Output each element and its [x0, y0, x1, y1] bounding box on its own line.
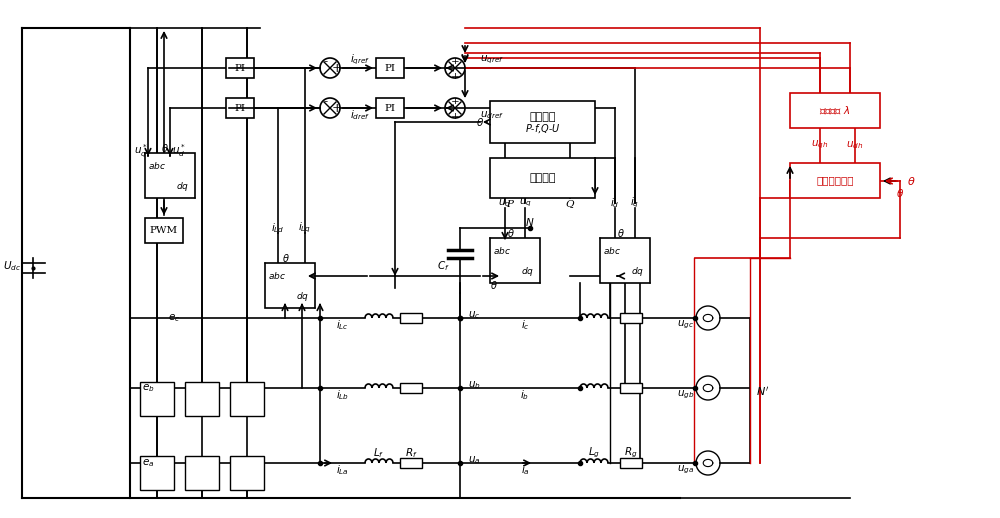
Text: $u_d^*$: $u_d^*$ — [172, 142, 186, 160]
Text: $i_{Ld}$: $i_{Ld}$ — [271, 221, 285, 235]
Text: $u_{gc}$: $u_{gc}$ — [677, 319, 694, 331]
Text: $C_f$: $C_f$ — [437, 259, 450, 273]
Bar — [376, 58, 404, 78]
Text: $u_a$: $u_a$ — [468, 454, 481, 466]
Text: PWM: PWM — [150, 226, 178, 235]
Text: $\theta$: $\theta$ — [507, 227, 515, 239]
Text: $i_{Lq}$: $i_{Lq}$ — [298, 221, 312, 235]
Bar — [140, 382, 174, 416]
Text: $u_{dref}$: $u_{dref}$ — [480, 109, 504, 121]
Bar — [265, 263, 315, 308]
Bar — [620, 458, 642, 468]
Text: +: + — [451, 96, 459, 106]
Text: $i_q$: $i_q$ — [630, 196, 640, 210]
Text: $u_{gb}$: $u_{gb}$ — [677, 389, 694, 401]
Text: +: + — [451, 56, 459, 65]
Bar — [185, 382, 219, 416]
Text: P: P — [507, 199, 514, 209]
Text: -: - — [324, 95, 328, 108]
Bar — [490, 101, 595, 143]
Text: $i_b$: $i_b$ — [520, 388, 530, 402]
Text: +: + — [451, 111, 459, 121]
Bar — [230, 456, 264, 490]
Text: $u_{dh}$: $u_{dh}$ — [846, 139, 864, 151]
Text: $dq$: $dq$ — [631, 265, 645, 278]
Text: PI: PI — [384, 104, 396, 112]
Text: $\theta$: $\theta$ — [490, 279, 498, 291]
Text: $u_b$: $u_b$ — [468, 379, 481, 391]
Text: $N'$: $N'$ — [756, 384, 769, 397]
Bar — [226, 58, 254, 78]
Text: $R_f$: $R_f$ — [405, 446, 417, 460]
Text: $P$-$f$,$Q$-$U$: $P$-$f$,$Q$-$U$ — [525, 123, 560, 135]
Text: $dq$: $dq$ — [176, 180, 190, 193]
Bar — [620, 313, 642, 323]
Bar — [790, 93, 880, 128]
Text: PI: PI — [234, 64, 246, 73]
Bar — [400, 458, 422, 468]
Text: $i_{Lc}$: $i_{Lc}$ — [336, 318, 349, 332]
Text: $\theta$: $\theta$ — [282, 252, 290, 264]
Text: $i_a$: $i_a$ — [521, 463, 529, 477]
Text: $u_{qh}$: $u_{qh}$ — [811, 139, 829, 151]
Text: $\theta$: $\theta$ — [617, 227, 625, 239]
Text: 前馈系数 $\lambda$: 前馈系数 $\lambda$ — [819, 105, 851, 117]
Bar — [185, 456, 219, 490]
Text: $i_{dref}$: $i_{dref}$ — [350, 108, 370, 122]
Bar — [376, 98, 404, 118]
Text: $L_f$: $L_f$ — [373, 446, 385, 460]
Bar — [145, 153, 195, 198]
Text: +: + — [451, 71, 459, 80]
Text: $U_{dc}$: $U_{dc}$ — [3, 259, 21, 273]
Text: $u_d$: $u_d$ — [498, 197, 512, 209]
Text: $e_b$: $e_b$ — [142, 382, 154, 394]
Bar — [490, 158, 595, 198]
Bar — [226, 98, 254, 118]
Text: $L_g$: $L_g$ — [588, 446, 600, 460]
Text: Q: Q — [566, 199, 574, 209]
Text: $e_c$: $e_c$ — [168, 312, 180, 324]
Text: $i_{qref}$: $i_{qref}$ — [350, 53, 370, 67]
Text: $abc$: $abc$ — [493, 244, 511, 255]
Text: $u_c$: $u_c$ — [468, 309, 480, 321]
Text: $u_{ga}$: $u_{ga}$ — [677, 464, 694, 476]
Text: $dq$: $dq$ — [296, 290, 310, 303]
Bar — [490, 238, 540, 283]
Text: $\theta$: $\theta$ — [896, 187, 904, 199]
Text: $abc$: $abc$ — [268, 269, 286, 281]
Text: $N$: $N$ — [525, 216, 535, 228]
Text: $abc$: $abc$ — [148, 160, 166, 170]
Text: $u_{qref}$: $u_{qref}$ — [480, 54, 504, 66]
Text: PI: PI — [384, 64, 396, 73]
Text: $i_{La}$: $i_{La}$ — [336, 463, 349, 477]
Bar — [400, 313, 422, 323]
Text: $i_c$: $i_c$ — [521, 318, 529, 332]
Bar — [620, 383, 642, 393]
Text: -: - — [324, 55, 328, 68]
Text: $u_q^*$: $u_q^*$ — [134, 142, 148, 160]
Text: +: + — [332, 102, 342, 114]
Text: $dq$: $dq$ — [521, 265, 535, 278]
Text: $i_{Lb}$: $i_{Lb}$ — [336, 388, 349, 402]
Text: PI: PI — [234, 104, 246, 112]
Text: $e_a$: $e_a$ — [142, 457, 154, 469]
Text: $\theta$: $\theta$ — [476, 116, 484, 128]
Text: $i_d$: $i_d$ — [610, 196, 620, 210]
Bar — [400, 383, 422, 393]
Bar — [140, 456, 174, 490]
Text: $\theta$: $\theta$ — [161, 142, 169, 154]
Text: 下垂控制: 下垂控制 — [529, 112, 556, 122]
Text: $R_g$: $R_g$ — [624, 446, 638, 460]
Text: $u_q$: $u_q$ — [519, 197, 531, 209]
Text: +: + — [332, 62, 342, 75]
Text: $abc$: $abc$ — [603, 244, 621, 255]
Text: 谐波电压提取: 谐波电压提取 — [816, 176, 854, 185]
Bar — [600, 238, 650, 283]
Text: 功率计算: 功率计算 — [529, 173, 556, 183]
Text: $\theta$: $\theta$ — [907, 175, 916, 187]
Bar — [145, 218, 183, 243]
Bar — [230, 382, 264, 416]
Bar — [790, 163, 880, 198]
